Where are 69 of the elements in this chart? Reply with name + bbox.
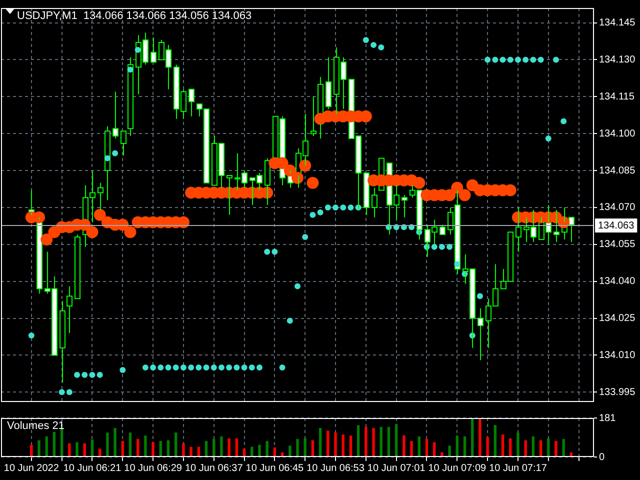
x-tick-label: 10 Jun 06:37 (184, 462, 244, 474)
chart-title: USDJPY,M1 134.066 134.066 134.056 134.063 (17, 10, 252, 22)
bar (364, 426, 368, 457)
bar (68, 443, 71, 457)
ref-line-label: 134.063 (598, 220, 635, 232)
x-tick-label: 10 Jun 06:29 (124, 462, 182, 474)
bar (190, 446, 192, 457)
bar (318, 428, 322, 457)
bar (516, 432, 520, 457)
y-tick-label: 134.070 (599, 202, 636, 214)
bar (418, 436, 420, 457)
y-tick-label: 134.055 (599, 239, 636, 250)
bar (380, 426, 382, 457)
bar (387, 426, 390, 457)
bar (410, 440, 413, 457)
bar (114, 428, 116, 457)
bar (372, 428, 375, 457)
y-tick-label: 134.130 (599, 54, 636, 66)
bar (494, 424, 496, 457)
bar (554, 440, 558, 457)
y-tick-label: 134.085 (599, 165, 636, 176)
bar (326, 430, 330, 457)
x-tick-label: 10 Jun 07:09 (428, 462, 487, 474)
bar (356, 425, 360, 457)
bar (182, 443, 185, 457)
y-tick-label: 133.995 (599, 386, 636, 398)
bar (106, 432, 109, 457)
bar (433, 442, 436, 457)
bar (45, 436, 48, 457)
x-tick-label: 10 Jun 06:53 (306, 462, 365, 474)
bar (258, 444, 261, 457)
x-tick-label: 10 Jun 06:45 (246, 462, 304, 474)
bar (471, 418, 474, 457)
y-tick-label: 134.145 (599, 18, 636, 29)
x-tick-label: 10 Jun 2022 (4, 462, 60, 474)
bar (220, 436, 223, 457)
x-tick-label: 10 Jun 07:01 (367, 462, 426, 474)
bar (463, 436, 466, 457)
bar (296, 439, 299, 457)
y-tick-label: 134.025 (599, 313, 636, 324)
bar (448, 446, 451, 457)
bar (402, 435, 406, 457)
bar (228, 438, 230, 457)
bar (52, 432, 56, 457)
bar (501, 434, 504, 457)
y-tick-label: 134.040 (599, 276, 636, 288)
y-tick-label: 134.010 (599, 350, 636, 361)
bar (152, 442, 154, 457)
bar (456, 436, 458, 457)
y-tick-label: 134.100 (599, 128, 636, 140)
y-tick-label: 134.115 (599, 91, 635, 102)
bar (144, 436, 147, 457)
bar (486, 437, 489, 457)
x-tick-label: 10 Jun 06:21 (63, 462, 122, 474)
bar (174, 432, 178, 457)
x-tick-label: 10 Jun 07:17 (489, 462, 548, 474)
y-tick-label: 181 (599, 412, 616, 424)
bar (349, 436, 352, 457)
bar (76, 442, 78, 457)
bar (532, 436, 535, 457)
y-tick-label: 0 (599, 452, 605, 463)
bar (38, 440, 40, 457)
chart-title: Volumes 21 (7, 420, 64, 432)
bar (128, 432, 132, 457)
bar (395, 424, 398, 457)
bar (478, 418, 482, 457)
bar (524, 440, 527, 457)
bar (334, 432, 337, 457)
bar (342, 434, 344, 457)
